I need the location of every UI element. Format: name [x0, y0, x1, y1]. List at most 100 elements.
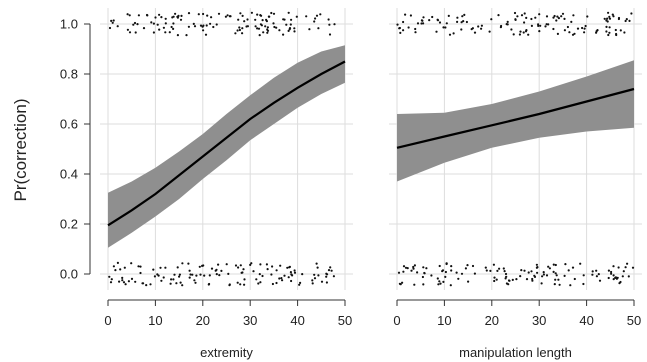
rug-point [444, 275, 447, 278]
rug-point [605, 30, 608, 33]
rug-point [139, 271, 142, 275]
rug-point [567, 269, 570, 272]
rug-point [552, 16, 555, 19]
rug-point [178, 275, 181, 278]
rug-point [422, 266, 425, 269]
rug-point [130, 262, 133, 265]
rug-point [191, 273, 194, 276]
rug-point [624, 19, 627, 23]
rug-point [583, 31, 586, 34]
rug-point [287, 11, 290, 14]
rug-point [516, 15, 519, 18]
rug-point [402, 29, 405, 32]
rug-point [556, 15, 559, 18]
rug-point [243, 278, 246, 281]
rug-point [152, 31, 155, 34]
rug-point [257, 27, 261, 30]
rug-point [228, 284, 231, 287]
rug-point [252, 270, 255, 273]
rug-point [194, 281, 197, 284]
rug-point [502, 267, 505, 270]
rug-point [608, 15, 611, 18]
rug-point [537, 24, 540, 27]
rug-point [238, 28, 241, 32]
rug-point [259, 281, 262, 284]
rug-point [112, 19, 115, 22]
x-tick-label: 10 [148, 313, 162, 328]
extremity-x-axis: 0 10 20 30 40 50 [104, 299, 352, 328]
rug-point [527, 33, 530, 36]
rug-point [531, 279, 534, 282]
x-tick-label: 30 [532, 313, 546, 328]
rug-point [560, 15, 563, 18]
manipulation-length-fitted-curve [396, 87, 635, 149]
rug-point [422, 16, 425, 19]
rug-point [584, 24, 587, 28]
rug-point [187, 25, 190, 28]
rug-point [134, 31, 137, 34]
rug-point [450, 265, 453, 268]
rug-point [456, 16, 459, 19]
rug-point [611, 13, 614, 16]
manipulation-length-x-axis: 0 10 20 30 40 50 [393, 299, 641, 328]
rug-point [402, 270, 405, 273]
rug-point [583, 27, 586, 30]
rug-point [631, 266, 635, 269]
rug-point [531, 277, 534, 281]
rug-point [259, 14, 262, 17]
rug-point [288, 265, 291, 268]
rug-point [544, 25, 547, 28]
rug-point [473, 272, 476, 275]
rug-point [456, 20, 459, 23]
rug-point [416, 22, 420, 25]
rug-point [109, 281, 113, 284]
rug-point [522, 31, 525, 34]
rug-point [266, 26, 269, 29]
rug-point [290, 18, 293, 21]
rug-point [498, 267, 501, 270]
rug-point [460, 21, 463, 24]
rug-point [313, 20, 316, 23]
rug-point [128, 31, 132, 34]
rug-point [471, 264, 475, 268]
rug-point [421, 275, 424, 279]
rug-point [315, 14, 319, 17]
rug-point [178, 273, 181, 276]
rug-point [450, 269, 453, 272]
rug-point [124, 283, 127, 286]
rug-point [428, 19, 431, 22]
rug-point [396, 23, 399, 26]
extremity-x-axis-label: extremity [200, 345, 253, 360]
x-tick-label: 40 [290, 313, 304, 328]
rug-point [218, 274, 221, 277]
rug-point [467, 280, 470, 283]
rug-point [121, 279, 124, 282]
rug-point [162, 26, 165, 29]
rug-point [563, 29, 567, 32]
x-tick-label: 0 [393, 313, 400, 328]
rug-point [193, 25, 197, 28]
rug-point [311, 282, 314, 285]
rug-point [557, 17, 561, 20]
rug-point [315, 262, 318, 265]
rug-point [558, 283, 561, 286]
rug-point [412, 267, 415, 270]
rug-point [139, 265, 142, 268]
rug-point [314, 17, 317, 20]
rug-point [530, 17, 533, 21]
rug-point [436, 18, 439, 21]
rug-point [110, 19, 113, 22]
rug-point [257, 282, 260, 285]
rug-point [442, 26, 445, 29]
rug-point [552, 270, 555, 273]
rug-point [114, 269, 117, 272]
rug-point [330, 269, 333, 272]
rug-point [150, 21, 153, 24]
rug-point [206, 14, 209, 17]
rug-point [591, 273, 594, 276]
rug-point [121, 276, 124, 279]
rug-point [241, 32, 244, 35]
rug-point [397, 271, 401, 274]
rug-point [520, 14, 524, 17]
rug-point [313, 277, 317, 280]
